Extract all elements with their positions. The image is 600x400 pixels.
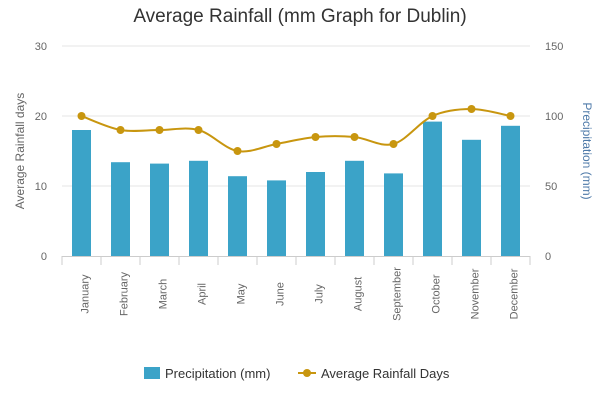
x-tick-label: September [391, 267, 403, 321]
point-rainfall-days [194, 126, 203, 134]
y-left-tick-label: 30 [35, 41, 47, 53]
bar-precipitation [462, 139, 481, 256]
point-rainfall-days [506, 112, 515, 120]
point-rainfall-days [77, 112, 86, 120]
x-tick-label: January [79, 274, 91, 314]
bar-precipitation [306, 172, 325, 256]
point-rainfall-days [272, 140, 281, 148]
point-rainfall-days [116, 126, 125, 134]
x-tick-label: June [274, 282, 286, 306]
bar-precipitation [72, 130, 91, 256]
y-right-tick-label: 150 [545, 41, 563, 53]
legend-label-rainfall-days: Average Rainfall Days [321, 366, 450, 381]
point-rainfall-days [311, 133, 320, 141]
bar-precipitation [150, 163, 169, 256]
legend-label-precipitation: Precipitation (mm) [165, 366, 270, 381]
bar-precipitation [267, 180, 286, 256]
line-rainfall-days [81, 107, 511, 153]
legend-marker-rainfall-days [303, 369, 311, 377]
x-tick-label: February [118, 271, 130, 316]
bar-precipitation [228, 176, 247, 256]
y-right-tick-label: 50 [545, 181, 557, 193]
bar-precipitation [501, 125, 520, 256]
bar-precipitation [384, 173, 403, 256]
y-right-axis-title: Precipitation (mm) [580, 102, 594, 199]
y-left-tick-label: 20 [35, 111, 47, 123]
x-tick-label: April [196, 283, 208, 305]
legend-swatch-precipitation [144, 367, 160, 379]
bar-precipitation [111, 162, 130, 256]
x-tick-label: October [430, 274, 442, 313]
chart-title: Average Rainfall (mm Graph for Dublin) [133, 6, 467, 27]
y-right-tick-label: 100 [545, 111, 563, 123]
y-left-tick-label: 10 [35, 181, 47, 193]
point-rainfall-days [467, 105, 476, 113]
x-tick-label: August [352, 277, 364, 311]
point-rainfall-days [155, 126, 164, 134]
bar-precipitation [423, 121, 442, 256]
x-tick-label: May [235, 283, 247, 304]
x-tick-label: November [469, 268, 481, 319]
y-left-axis-title: Average Rainfall days [13, 93, 27, 210]
x-tick-label: December [508, 268, 520, 319]
y-right-tick-label: 0 [545, 251, 551, 263]
point-rainfall-days [428, 112, 437, 120]
x-tick-label: March [157, 279, 169, 310]
x-tick-label: July [313, 284, 325, 304]
point-rainfall-days [350, 133, 359, 141]
point-rainfall-days [233, 147, 242, 155]
y-left-tick-label: 0 [41, 251, 47, 263]
point-rainfall-days [389, 140, 398, 148]
bar-precipitation [189, 160, 208, 256]
bar-precipitation [345, 160, 364, 256]
